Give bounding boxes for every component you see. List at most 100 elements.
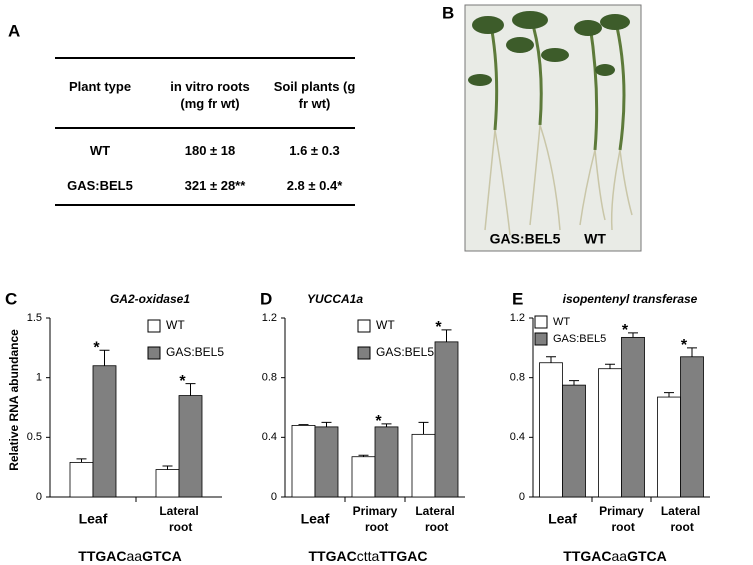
bar — [351, 456, 376, 498]
error-bar — [605, 363, 615, 369]
significance-marker: * — [93, 339, 100, 356]
legend-swatch — [534, 315, 548, 329]
motif-sequence: TTGACcttaTTGAC — [308, 548, 427, 564]
error-bar — [298, 424, 309, 426]
y-tick-label: 1.2 — [510, 312, 525, 324]
panel-label: B — [442, 3, 454, 22]
legend-label: GAS:BEL5 — [376, 345, 434, 359]
legend-label: WT — [553, 316, 570, 328]
x-tick-label: Lateral root — [159, 504, 198, 534]
y-tick-label: 1 — [36, 372, 42, 384]
x-tick-label: Leaf — [548, 511, 577, 527]
significance-marker: * — [681, 337, 688, 354]
error-bar — [569, 380, 579, 386]
chart-title: isopentenyl transferase — [563, 292, 698, 306]
error-bar — [76, 458, 87, 463]
bar — [411, 433, 436, 498]
motif-sequence: TTGACaaGTCA — [78, 548, 181, 564]
error-bar — [441, 329, 452, 342]
chart-title: YUCCA1a — [307, 292, 363, 306]
table-header: Plant type — [68, 79, 132, 94]
panel-label: C — [5, 289, 17, 308]
error-bar — [687, 347, 697, 357]
bar — [562, 384, 586, 498]
legend-swatch — [147, 346, 161, 360]
y-tick-label: 0.4 — [262, 431, 277, 443]
bar — [374, 426, 399, 498]
table-cell: 1.6 ± 0.3 — [289, 143, 340, 158]
table-cell: 180 ± 18 — [184, 143, 236, 158]
table-rule — [55, 127, 355, 129]
table-header: Soil plants (g fr wt) — [273, 79, 356, 111]
error-bar — [358, 454, 369, 457]
error-bar — [418, 421, 429, 435]
legend-label: GAS:BEL5 — [553, 333, 606, 345]
table-cell: GAS:BEL5 — [67, 178, 133, 193]
error-bar — [99, 349, 110, 366]
photo-caption: GAS:BEL5 — [490, 231, 561, 247]
legend-swatch — [147, 319, 161, 333]
table-header: in vitro roots (mg fr wt) — [170, 79, 250, 111]
table-cell: WT — [89, 143, 111, 158]
photo-caption: WT — [584, 231, 606, 247]
y-tick-label: 1.2 — [262, 312, 277, 324]
error-bar — [546, 356, 556, 363]
x-tick-label: Primary root — [353, 504, 398, 534]
table-rule — [55, 57, 355, 59]
bar — [314, 426, 339, 498]
error-bar — [321, 421, 332, 427]
y-tick-label: 1.5 — [27, 312, 42, 324]
y-tick-label: 0 — [271, 491, 277, 503]
y-tick-label: 0.8 — [510, 372, 525, 384]
y-tick-label: 0.4 — [510, 431, 525, 443]
legend-swatch — [357, 319, 371, 333]
significance-marker: * — [622, 322, 629, 339]
bar — [155, 469, 180, 498]
error-bar — [162, 465, 173, 470]
y-tick-label: 0 — [519, 491, 525, 503]
y-tick-label: 0.5 — [27, 431, 42, 443]
motif-sequence: TTGACaaGTCA — [563, 548, 666, 564]
plant-roots — [484, 124, 633, 236]
bar — [434, 341, 459, 498]
x-tick-label: Leaf — [79, 511, 108, 527]
x-tick-label: Leaf — [301, 511, 330, 527]
chart-title: GA2-oxidase1 — [110, 292, 190, 306]
y-tick-label: 0 — [36, 491, 42, 503]
bar — [539, 362, 563, 498]
legend-label: WT — [166, 318, 185, 332]
significance-marker: * — [435, 319, 442, 336]
table-cell: 321 ± 28** — [184, 178, 246, 193]
x-tick-label: Lateral root — [661, 504, 700, 534]
bar — [621, 336, 645, 498]
panel-label: A — [8, 21, 20, 40]
legend-label: GAS:BEL5 — [166, 345, 224, 359]
y-axis-label: Relative RNA abundance — [7, 329, 21, 471]
error-bar — [628, 332, 638, 338]
error-bar — [381, 423, 392, 427]
bar — [657, 396, 681, 498]
bar — [178, 395, 203, 498]
legend-label: WT — [376, 318, 395, 332]
table-cell: 2.8 ± 0.4* — [286, 178, 343, 193]
bar — [291, 424, 316, 498]
legend-swatch — [357, 346, 371, 360]
error-bar — [185, 383, 196, 396]
table-rule — [55, 204, 355, 206]
x-tick-label: Lateral root — [415, 504, 454, 534]
panel-label: D — [260, 289, 272, 308]
photo: GAS:BEL5 WT — [464, 4, 642, 252]
y-tick-label: 0.8 — [262, 372, 277, 384]
panel-label: E — [512, 289, 523, 308]
bar — [69, 461, 94, 498]
error-bar — [664, 392, 674, 398]
plant-leaves — [468, 11, 630, 86]
bar — [92, 365, 117, 498]
photo-frame — [464, 4, 642, 252]
bar — [680, 356, 704, 498]
significance-marker: * — [375, 413, 382, 430]
legend-swatch — [534, 332, 548, 346]
significance-marker: * — [179, 373, 186, 390]
